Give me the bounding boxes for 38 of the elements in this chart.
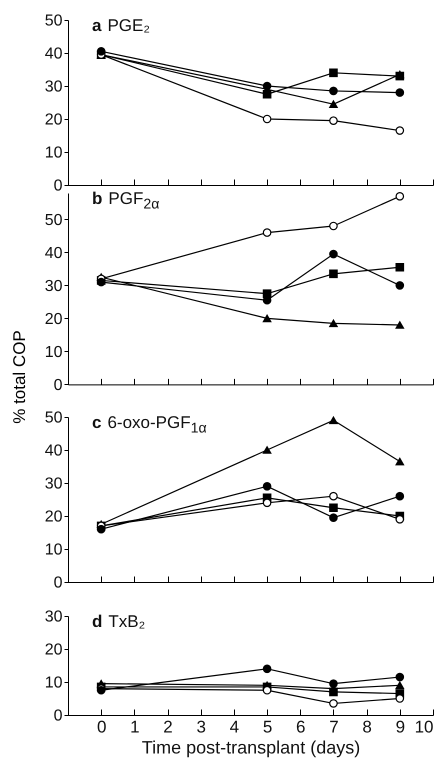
y-tick-label: 0 xyxy=(54,376,63,394)
y-tick-label: 30 xyxy=(44,608,63,626)
y-tick-label: 30 xyxy=(44,476,63,492)
y-tick-label: 20 xyxy=(44,310,63,328)
y-tick-label: 50 xyxy=(44,212,63,229)
x-tick-label: 2 xyxy=(163,718,173,736)
y-tick-label: 50 xyxy=(44,410,63,426)
x-tick-label: 6 xyxy=(296,718,306,736)
y-tick-label: 10 xyxy=(44,674,63,692)
x-tick-label: 0 xyxy=(96,718,106,736)
y-tick-label: 10 xyxy=(44,144,63,162)
x-tick-label: 7 xyxy=(329,718,339,736)
y-tick-label: 30 xyxy=(44,278,63,295)
x-axis-title: Time post-transplant (days) xyxy=(142,738,360,758)
x-tick-label: 3 xyxy=(196,718,206,736)
x-tick-label: 8 xyxy=(362,718,372,736)
x-tick-label: 5 xyxy=(262,718,272,736)
chart-title: d TxB₂ xyxy=(92,612,146,631)
y-tick-label: 20 xyxy=(44,642,63,658)
y-axis-title: % total COP xyxy=(10,330,30,424)
chart-title: c 6-oxo-PGF$_{1α}$ xyxy=(92,413,207,436)
y-tick-label: 40 xyxy=(44,244,63,262)
chart-title: a PGE₂ xyxy=(92,16,150,35)
chart-title: b PGF$_{2α}$ xyxy=(92,189,160,212)
y-tick-label: 0 xyxy=(54,178,63,194)
y-tick-label: 50 xyxy=(44,12,63,30)
y-tick-label: 10 xyxy=(44,542,63,558)
x-tick-label: 1 xyxy=(130,718,140,736)
x-tick-label: 9 xyxy=(396,718,406,736)
x-tick-label: 10 xyxy=(414,718,434,736)
y-tick-label: 20 xyxy=(44,508,63,526)
y-tick-label: 40 xyxy=(44,46,63,62)
y-tick-label: 20 xyxy=(44,112,63,128)
x-tick-label: 4 xyxy=(230,718,240,736)
y-tick-label: 40 xyxy=(44,442,63,460)
y-tick-label: 30 xyxy=(44,78,63,96)
y-tick-label: 0 xyxy=(54,574,63,592)
y-tick-label: 10 xyxy=(44,344,63,361)
